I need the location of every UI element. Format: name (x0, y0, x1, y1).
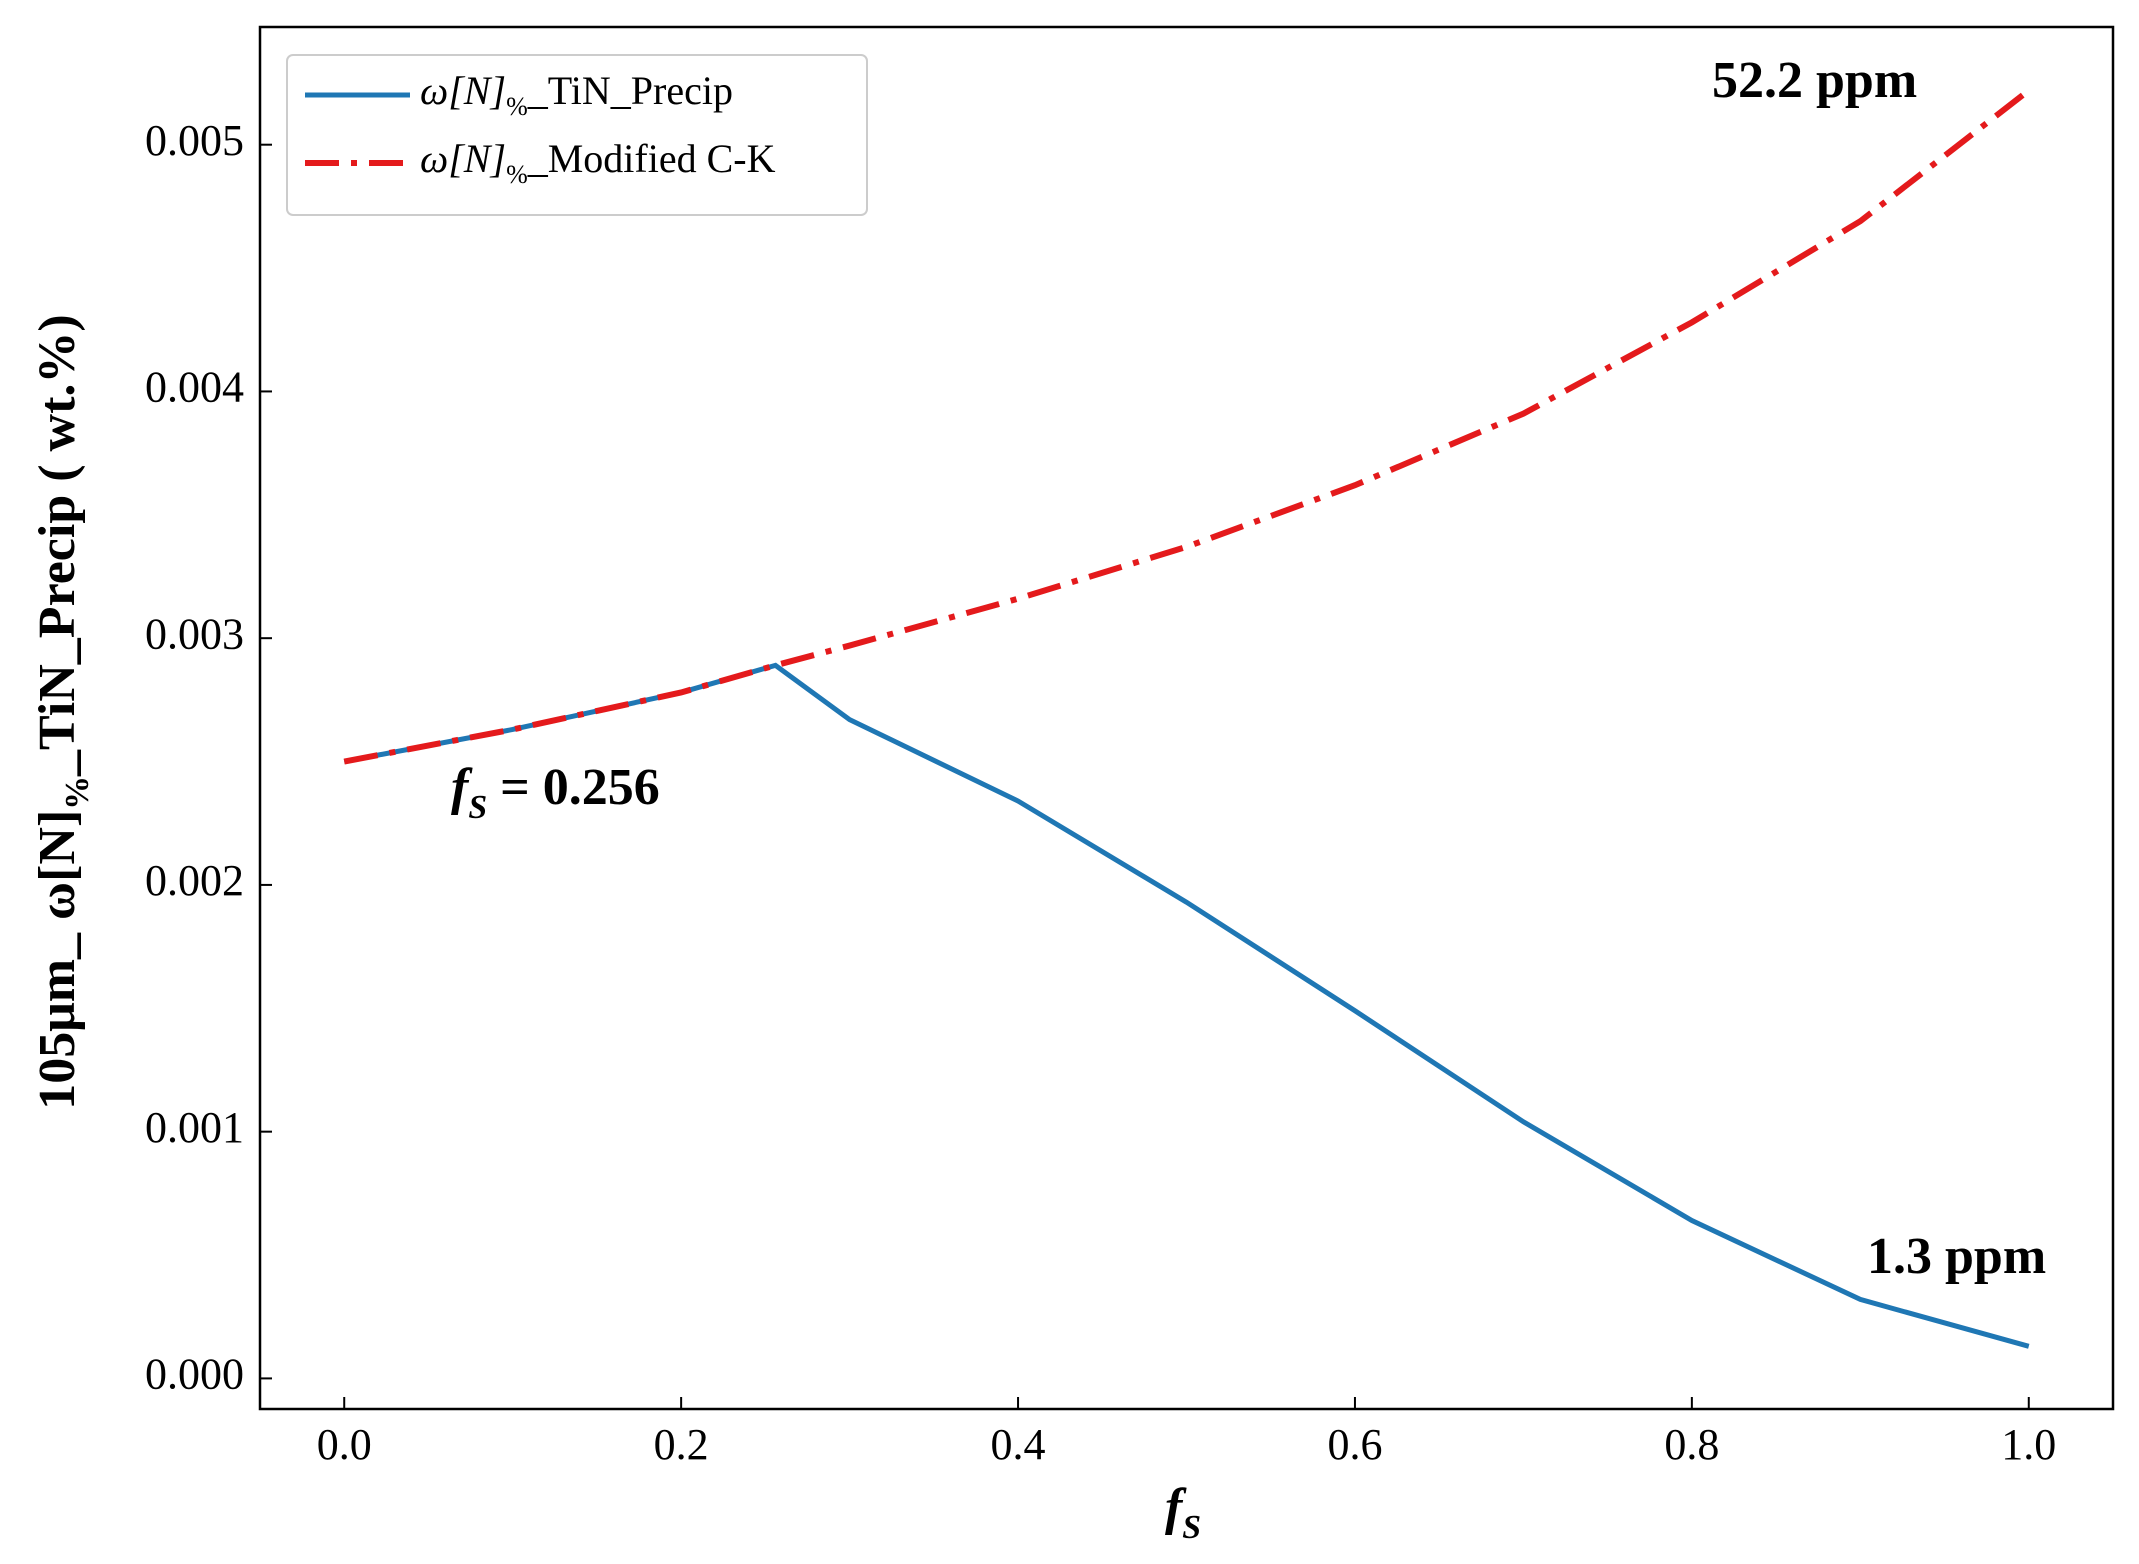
legend-label: ω[N]%_TiN_Precip (420, 68, 733, 121)
y-tick-label: 0.000 (145, 1349, 244, 1398)
x-tick-label: 0.6 (1327, 1420, 1382, 1469)
x-tick-label: 0.4 (991, 1420, 1046, 1469)
line (343, 662, 2030, 1349)
x-tick-label: 0.2 (654, 1420, 709, 1469)
legend: ω[N]%_TiN_Precip ω[N]%_Modified C-K (286, 54, 868, 216)
x-axis-label: fS (1165, 1479, 1201, 1546)
legend-box (286, 54, 868, 216)
y-tick-label: 0.001 (145, 1103, 244, 1152)
line (343, 88, 2031, 765)
annotation: 1.3 ppm (1867, 1228, 2046, 1285)
y-tick-label: 0.003 (145, 609, 244, 658)
legend-label: ω[N]%_Modified C-K (420, 136, 776, 189)
x-tick-label: 1.0 (2001, 1420, 2056, 1469)
y-axis-label: 105μm_ ω[N]%_TiN_Precip ( wt.%) (29, 314, 96, 1109)
y-tick-label: 0.002 (145, 856, 244, 905)
plot-frame (258, 25, 2115, 1411)
x-tick-label: 0.0 (317, 1420, 372, 1469)
x-tick-label: 0.8 (1664, 1420, 1719, 1469)
annotation: fS = 0.256 (451, 759, 660, 826)
y-tick-label: 0.005 (145, 116, 244, 165)
y-tick-label: 0.004 (145, 363, 244, 412)
annotation: 52.2 ppm (1712, 52, 1917, 109)
